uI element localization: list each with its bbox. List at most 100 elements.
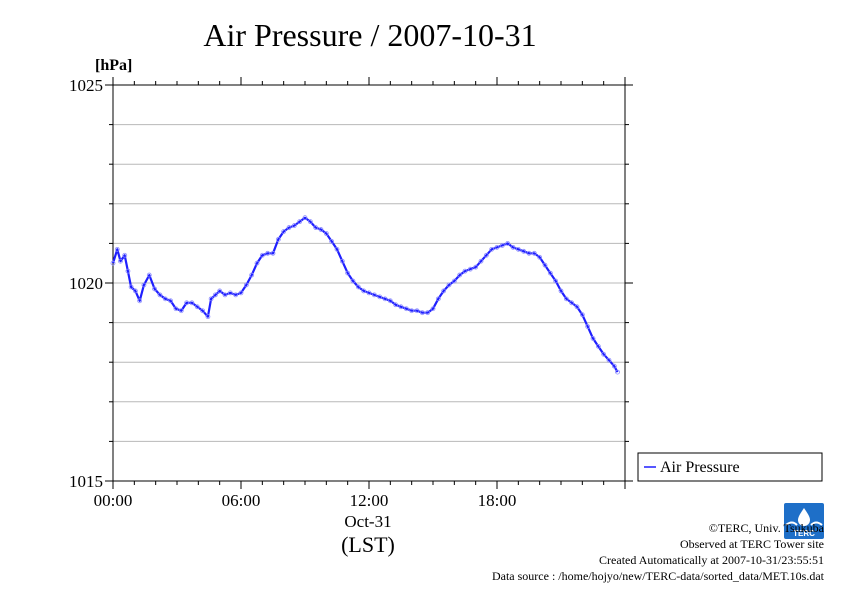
data-point [318,227,324,232]
data-source-text: Data source : /home/hojyo/new/TERC-data/… [491,569,824,583]
legend-box [637,452,823,482]
data-point [615,369,620,375]
data-point [275,237,281,242]
data-point [212,292,218,298]
data-point [222,292,228,298]
data-point [366,290,372,296]
data-point [110,260,116,266]
data-point [430,306,436,312]
data-point [361,288,367,294]
data-point [281,229,287,234]
legend-entry-air-pressure: Air Pressure [660,459,740,476]
data-point [178,308,184,314]
x-tick-label: 18:00 [478,491,517,510]
data-point [483,252,489,258]
data-point [157,292,163,298]
data-point [547,270,553,276]
data-point [227,290,233,296]
data-point [451,278,457,284]
data-point [414,308,420,314]
legend: Air Pressure [637,452,823,482]
data-point [537,254,543,260]
x-tick-label: 12:00 [350,491,389,510]
data-point [339,258,345,264]
data-point [606,357,612,363]
data-point [510,244,516,250]
x-axis-timezone-label: (LST) [341,532,395,557]
data-point [377,294,383,300]
data-point [563,296,569,302]
data-point [569,300,575,306]
x-axis-date-label: Oct-31 [344,512,391,531]
data-point [542,262,548,268]
data-point [473,264,479,270]
data-point [478,258,484,264]
grid-lines [113,124,625,442]
y-tick-label: 1025 [69,76,103,95]
data-point [114,246,120,252]
data-point [499,242,505,248]
data-point [553,278,559,284]
data-point [579,312,585,318]
data-point [457,272,463,278]
data-point [118,258,123,264]
data-point [355,284,361,290]
data-point [291,223,297,228]
chart-title: Air Pressure / 2007-10-31 [203,17,536,53]
data-point [403,306,409,312]
terc-logo: TERC [784,503,824,544]
data-point [243,282,249,288]
data-point [217,288,223,294]
data-point [382,296,388,302]
data-point [526,250,532,256]
created-text: Created Automatically at 2007-10-31/23:5… [599,553,824,567]
data-point [441,288,447,294]
data-point [265,250,271,256]
data-point [146,272,152,278]
data-point [238,290,244,296]
data-point [515,246,521,252]
data-point [168,298,174,304]
x-tick-label: 00:00 [94,491,133,510]
data-point [233,292,239,298]
series-layer [110,215,620,375]
data-point [531,250,537,256]
y-tick-label: 1015 [69,472,103,491]
data-point [345,270,351,276]
data-point [611,363,617,369]
data-point [132,288,138,294]
x-tick-label: 06:00 [222,491,261,510]
data-point [329,239,335,244]
data-point [152,286,158,292]
data-point [194,304,200,310]
data-point [489,246,495,252]
data-point [462,268,468,274]
data-point [141,282,147,288]
data-point [208,296,214,302]
copyright-text: ©TERC, Univ. Tsukuba [708,521,824,535]
data-point [558,288,564,294]
svg-text:TERC: TERC [793,529,815,538]
data-point [162,296,168,302]
y-axis-unit-label: [hPa] [95,57,132,74]
data-point [205,314,211,320]
data-point [601,351,607,357]
data-point [521,248,527,254]
data-point [590,336,596,341]
data-point [446,282,452,288]
data-point [173,306,179,312]
data-point [259,252,265,258]
data-point [494,244,500,250]
data-point [302,215,308,221]
data-point [387,298,393,304]
data-point [137,298,143,304]
data-point [425,310,431,316]
data-point [128,284,134,290]
series-line-air-pressure [111,216,619,373]
data-point [419,310,425,316]
y-tick-label: 1020 [69,274,103,293]
data-point [398,304,404,310]
data-point [585,324,591,329]
data-point [409,308,415,314]
